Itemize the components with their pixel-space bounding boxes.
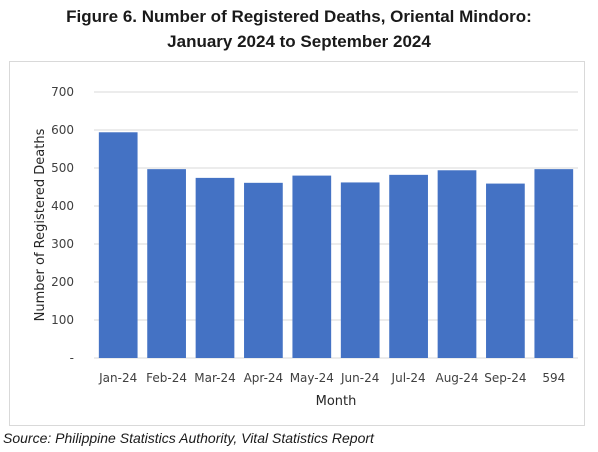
bar [292,175,332,358]
source-note: Source: Philippine Statistics Authority,… [3,430,374,446]
x-axis-title: Month [316,394,357,409]
y-tick-label: 600 [51,123,74,137]
x-tick-label: Apr-24 [244,371,284,385]
bar [534,169,574,358]
chart-title-line-2: January 2024 to September 2024 [167,32,431,51]
bar [147,169,186,358]
bar [195,177,235,358]
bar [244,182,283,358]
bar [98,132,138,358]
x-tick-label: Aug-24 [435,371,478,385]
y-tick-label: - [70,351,74,365]
x-tick-label: Mar-24 [194,371,235,385]
x-tick-label: Jan-24 [98,371,137,385]
bar [340,182,380,358]
y-tick-label: 300 [51,237,74,251]
y-axis-title: Number of Registered Deaths [33,128,48,321]
x-tick-label: Sep-24 [484,371,526,385]
x-tick-label: Feb-24 [146,371,187,385]
x-tick-label: 594 [542,371,565,385]
y-tick-label: 100 [51,313,74,327]
y-tick-label: 500 [51,161,74,175]
bar [389,174,428,358]
bar [486,183,525,358]
y-tick-label: 200 [51,275,74,289]
chart-title: Figure 6. Number of Registered Deaths, O… [0,4,598,54]
y-tick-label: 400 [51,199,74,213]
x-tick-label: Jun-24 [340,371,379,385]
chart-title-line-1: Figure 6. Number of Registered Deaths, O… [66,7,532,26]
x-tick-label: May-24 [290,371,334,385]
bar [437,170,477,358]
x-tick-label: Jul-24 [391,371,426,385]
y-tick-label: 700 [51,85,74,99]
chart-frame [9,61,585,426]
